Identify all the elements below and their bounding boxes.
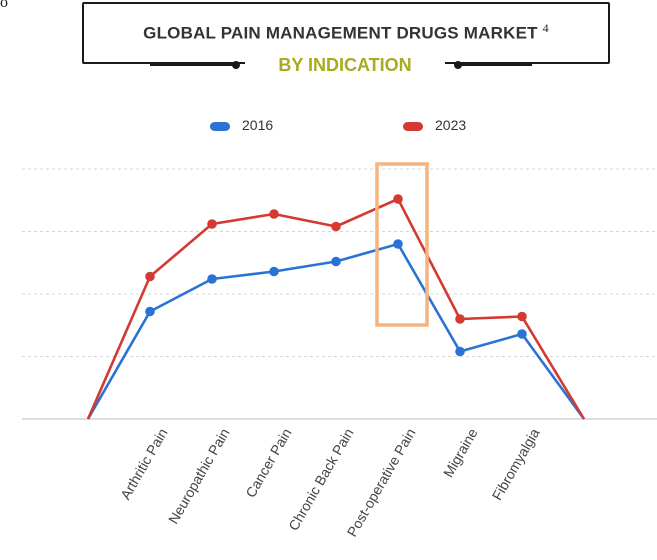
data-point-2016 [269, 266, 279, 277]
data-point-2023 [207, 219, 217, 229]
data-point-2023 [517, 311, 527, 322]
data-point-2016 [517, 329, 527, 339]
data-point-2023 [269, 209, 279, 219]
data-point-2023 [455, 314, 465, 324]
x-tick-label: Neuropathic Pain [165, 426, 233, 527]
data-point-2016 [207, 274, 217, 284]
x-tick-label: Cancer Pain [242, 426, 294, 501]
subtitle-band: BY INDICATION [245, 54, 445, 76]
data-point-2023 [393, 194, 403, 204]
legend-item-2016: 2016 [210, 117, 273, 133]
corner-text-fragment: o [0, 0, 8, 11]
legend-swatch-2023 [403, 121, 423, 131]
data-point-2023 [331, 221, 341, 232]
chart-title-wrap: GLOBAL PAIN MANAGEMENT DRUGS MARKET 4 [84, 21, 608, 44]
subtitle-left-rule [150, 64, 236, 66]
series-line-2016 [86, 242, 586, 420]
title-box: GLOBAL PAIN MANAGEMENT DRUGS MARKET 4 [82, 2, 610, 64]
data-point-2023 [145, 271, 155, 282]
legend-swatch-2016 [210, 121, 230, 131]
x-tick-label: Fibromyalgia [489, 425, 543, 503]
x-tick-label: Post-operative Pain [344, 426, 419, 540]
legend-label-2023: 2023 [435, 117, 467, 133]
subtitle-left-dot [232, 61, 240, 69]
subtitle-right-dot [454, 61, 462, 69]
chart-subtitle: BY INDICATION [278, 55, 412, 75]
legend-label-2016: 2016 [242, 117, 274, 133]
highlight-box [375, 162, 429, 327]
data-point-2016 [455, 346, 465, 357]
x-tick-label: Chronic Back Pain [285, 426, 356, 534]
chart-title: GLOBAL PAIN MANAGEMENT DRUGS MARKET [143, 23, 538, 43]
title-superscript: 4 [542, 21, 549, 35]
subtitle-right-rule [460, 64, 532, 66]
data-point-2016 [145, 306, 155, 317]
x-tick-label: Migraine [440, 425, 481, 480]
data-point-2016 [331, 256, 341, 267]
legend-item-2023: 2023 [403, 117, 466, 133]
data-point-2016 [393, 239, 403, 249]
x-tick-label: Arthritic Pain [117, 426, 171, 503]
